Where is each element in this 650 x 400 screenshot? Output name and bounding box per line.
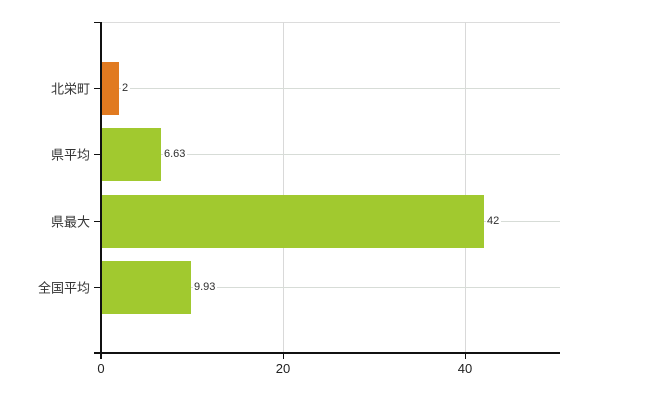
gridline-horizontal: [101, 287, 560, 288]
bar: [101, 62, 119, 115]
bar: [101, 195, 484, 248]
y-axis: [100, 22, 102, 359]
x-tick-label: 0: [97, 361, 105, 376]
x-tick-label: 40: [457, 361, 473, 376]
bar: [101, 261, 191, 314]
gridline-horizontal: [101, 88, 560, 89]
bar-value-label: 6.63: [163, 147, 188, 161]
bar: [101, 128, 161, 181]
x-tick-label: 20: [275, 361, 291, 376]
gridline-vertical: [283, 22, 284, 353]
x-axis-tick: [465, 353, 466, 359]
bar-value-label: 2: [121, 81, 131, 95]
category-label: 全国平均: [37, 280, 90, 296]
category-label: 県最大: [50, 214, 90, 230]
y-axis-tick: [94, 154, 100, 155]
y-axis-top-tick: [94, 22, 100, 23]
y-axis-tick: [94, 221, 100, 222]
plot-top-border: [101, 22, 560, 23]
x-axis-tick: [283, 353, 284, 359]
gridline-vertical: [465, 22, 466, 353]
bar-value-label: 9.93: [193, 280, 218, 294]
category-label: 県平均: [50, 147, 90, 163]
y-axis-tick: [94, 88, 100, 89]
bar-value-label: 42: [486, 214, 502, 228]
y-axis-tick: [94, 287, 100, 288]
category-label: 北栄町: [50, 81, 90, 97]
x-axis: [94, 352, 560, 354]
gridline-horizontal: [101, 154, 560, 155]
